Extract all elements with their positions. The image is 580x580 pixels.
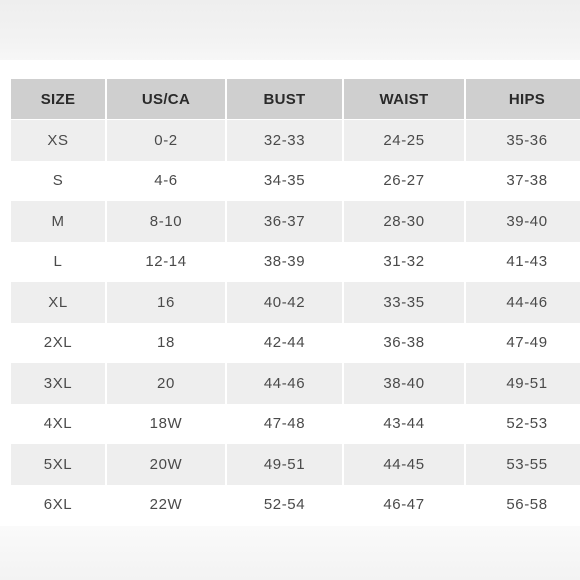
waist-cell: 46-47 — [344, 484, 464, 525]
size-cell: 6XL — [11, 484, 105, 525]
size-cell: XL — [11, 282, 105, 323]
hips-cell: 49-51 — [466, 363, 580, 404]
table-row: XS 0-2 32-33 24-25 35-36 — [11, 120, 580, 161]
hips-cell: 56-58 — [466, 484, 580, 525]
bust-cell: 42-44 — [227, 322, 342, 363]
us-ca-cell: 18W — [107, 403, 225, 444]
size-cell: S — [11, 160, 105, 201]
us-ca-cell: 16 — [107, 282, 225, 323]
bust-cell: 52-54 — [227, 484, 342, 525]
header-size: SIZE — [11, 79, 105, 120]
waist-cell: 43-44 — [344, 403, 464, 444]
waist-cell: 26-27 — [344, 160, 464, 201]
us-ca-cell: 4-6 — [107, 160, 225, 201]
size-cell: 3XL — [11, 363, 105, 404]
hips-cell: 35-36 — [466, 120, 580, 161]
hips-cell: 37-38 — [466, 160, 580, 201]
table-row: 2XL 18 42-44 36-38 47-49 — [11, 322, 580, 363]
us-ca-cell: 12-14 — [107, 241, 225, 282]
table-row: 4XL 18W 47-48 43-44 52-53 — [11, 403, 580, 444]
table-row: 6XL 22W 52-54 46-47 56-58 — [11, 484, 580, 525]
size-cell: M — [11, 201, 105, 242]
bust-cell: 47-48 — [227, 403, 342, 444]
hips-cell: 52-53 — [466, 403, 580, 444]
header-hips: HIPS — [466, 79, 580, 120]
us-ca-cell: 8-10 — [107, 201, 225, 242]
size-cell: 4XL — [11, 403, 105, 444]
waist-cell: 36-38 — [344, 322, 464, 363]
us-ca-cell: 22W — [107, 484, 225, 525]
size-chart-table: SIZE US/CA BUST WAIST HIPS XS 0-2 32-33 … — [9, 79, 580, 525]
table-row: 5XL 20W 49-51 44-45 53-55 — [11, 444, 580, 485]
bust-cell: 36-37 — [227, 201, 342, 242]
hips-cell: 53-55 — [466, 444, 580, 485]
us-ca-cell: 20 — [107, 363, 225, 404]
waist-cell: 28-30 — [344, 201, 464, 242]
table-row: L 12-14 38-39 31-32 41-43 — [11, 241, 580, 282]
size-cell: 5XL — [11, 444, 105, 485]
us-ca-cell: 0-2 — [107, 120, 225, 161]
bust-cell: 49-51 — [227, 444, 342, 485]
hips-cell: 41-43 — [466, 241, 580, 282]
size-cell: XS — [11, 120, 105, 161]
header-us-ca: US/CA — [107, 79, 225, 120]
bust-cell: 40-42 — [227, 282, 342, 323]
header-waist: WAIST — [344, 79, 464, 120]
size-cell: 2XL — [11, 322, 105, 363]
header-row: SIZE US/CA BUST WAIST HIPS — [11, 79, 580, 120]
bust-cell: 38-39 — [227, 241, 342, 282]
waist-cell: 44-45 — [344, 444, 464, 485]
table-row: S 4-6 34-35 26-27 37-38 — [11, 160, 580, 201]
table-row: XL 16 40-42 33-35 44-46 — [11, 282, 580, 323]
hips-cell: 44-46 — [466, 282, 580, 323]
bottom-background-band — [0, 526, 580, 580]
waist-cell: 38-40 — [344, 363, 464, 404]
table-row: 3XL 20 44-46 38-40 49-51 — [11, 363, 580, 404]
bust-cell: 44-46 — [227, 363, 342, 404]
hips-cell: 47-49 — [466, 322, 580, 363]
header-bust: BUST — [227, 79, 342, 120]
us-ca-cell: 20W — [107, 444, 225, 485]
size-cell: L — [11, 241, 105, 282]
hips-cell: 39-40 — [466, 201, 580, 242]
bust-cell: 34-35 — [227, 160, 342, 201]
waist-cell: 24-25 — [344, 120, 464, 161]
table-row: M 8-10 36-37 28-30 39-40 — [11, 201, 580, 242]
us-ca-cell: 18 — [107, 322, 225, 363]
bust-cell: 32-33 — [227, 120, 342, 161]
waist-cell: 31-32 — [344, 241, 464, 282]
waist-cell: 33-35 — [344, 282, 464, 323]
top-background-band — [0, 0, 580, 60]
